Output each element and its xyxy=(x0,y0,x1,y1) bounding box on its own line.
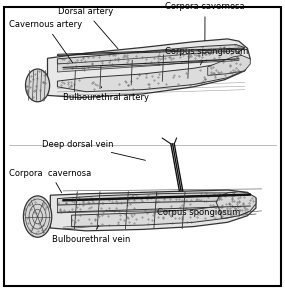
Polygon shape xyxy=(57,51,242,72)
Text: Cavernous artery: Cavernous artery xyxy=(9,20,82,63)
Polygon shape xyxy=(57,201,247,213)
Polygon shape xyxy=(50,190,256,231)
Text: Corpus spongiosum: Corpus spongiosum xyxy=(157,208,240,217)
Text: Corpus spongiosum: Corpus spongiosum xyxy=(165,47,249,65)
Text: Corpora  cavernosa: Corpora cavernosa xyxy=(9,168,91,193)
Polygon shape xyxy=(72,204,250,226)
Text: Deep dorsal vein: Deep dorsal vein xyxy=(42,140,145,160)
Polygon shape xyxy=(57,193,250,205)
Polygon shape xyxy=(48,39,250,98)
Polygon shape xyxy=(216,192,256,219)
Ellipse shape xyxy=(26,69,50,102)
Ellipse shape xyxy=(23,196,52,237)
Polygon shape xyxy=(57,45,245,64)
Text: Bulbourethral vein: Bulbourethral vein xyxy=(52,226,130,244)
Text: Bulbourethral artery: Bulbourethral artery xyxy=(63,86,149,102)
Polygon shape xyxy=(57,61,247,92)
Text: Corpora cavernosa: Corpora cavernosa xyxy=(165,2,245,41)
Polygon shape xyxy=(208,55,250,75)
Text: Dorsal artery: Dorsal artery xyxy=(58,7,118,49)
